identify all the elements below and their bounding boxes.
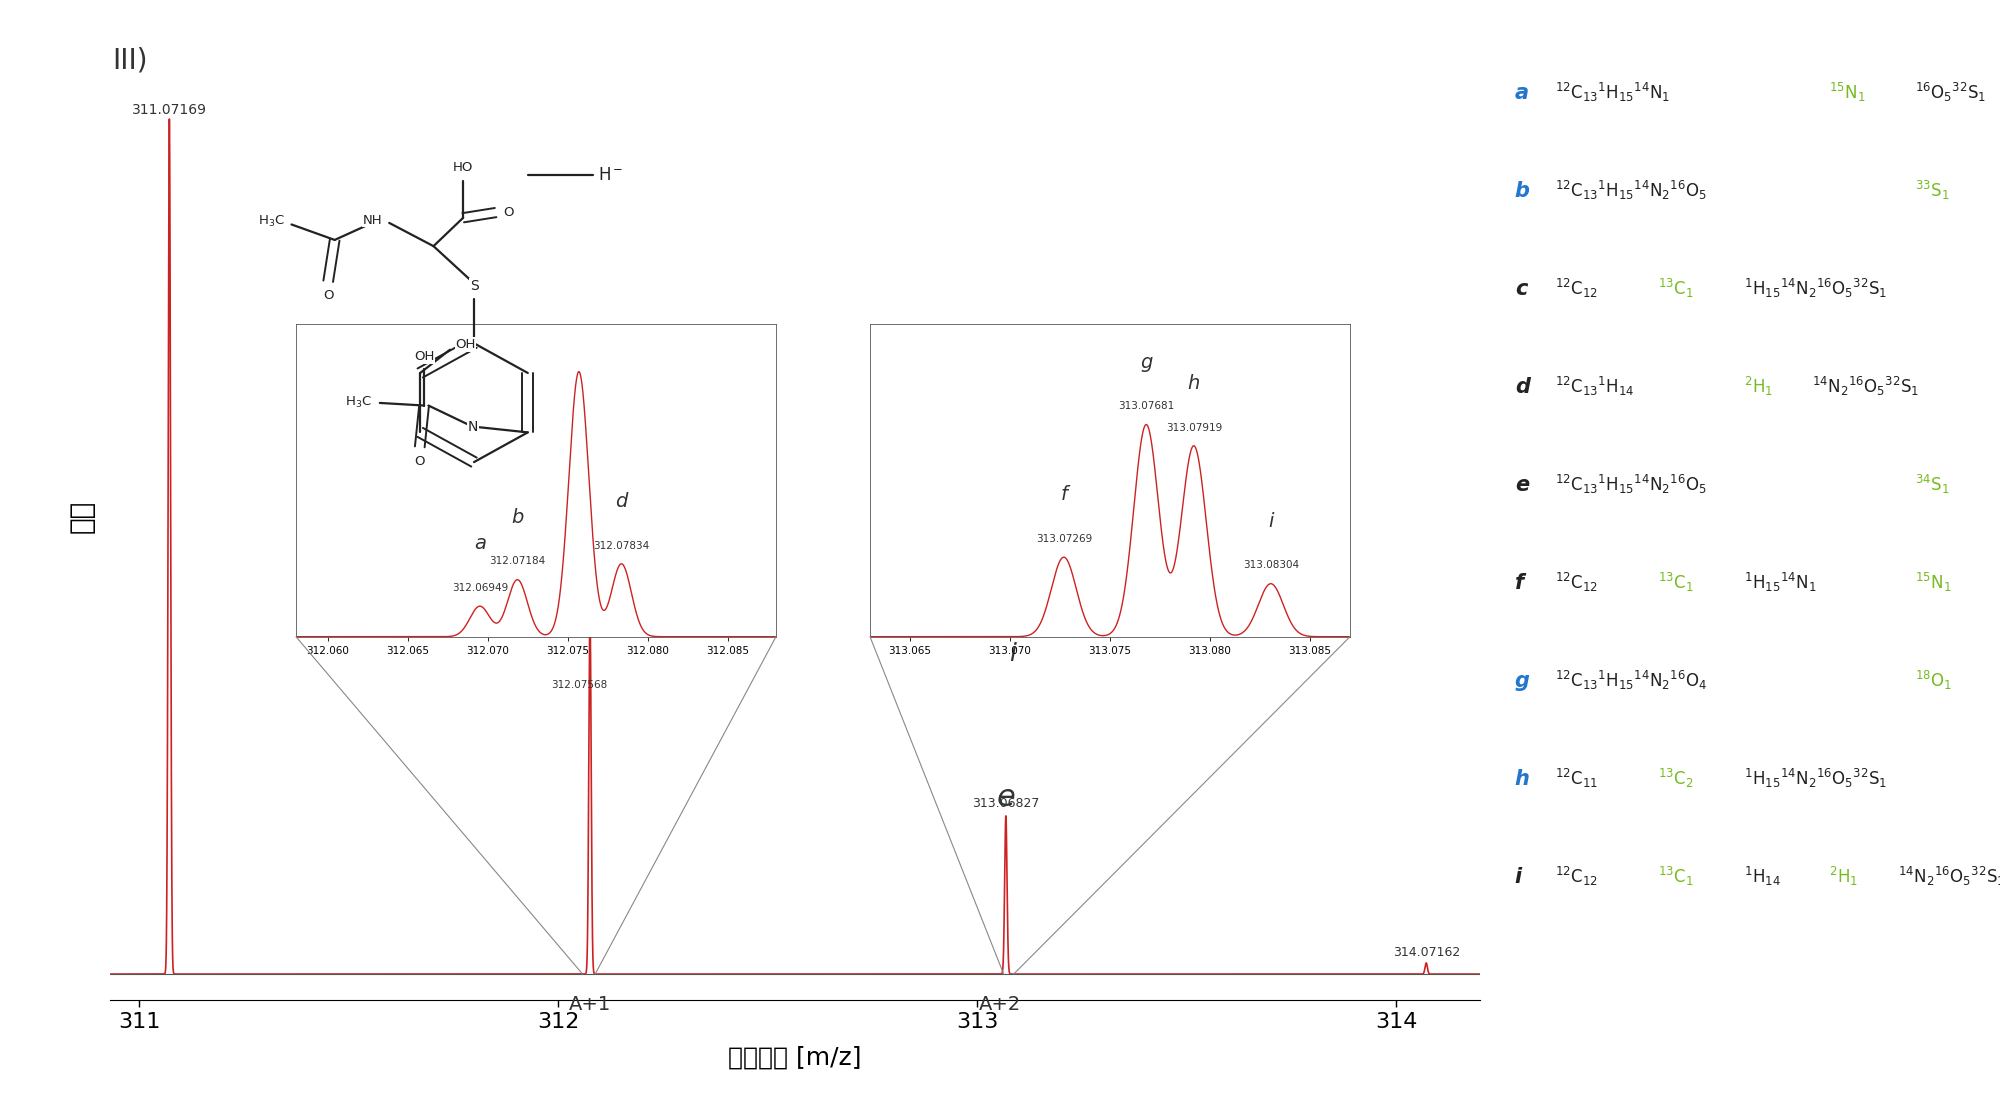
Text: O: O	[504, 206, 514, 219]
Text: 312.07568: 312.07568	[550, 680, 608, 690]
Text: f: f	[1060, 485, 1068, 504]
Text: g: g	[994, 488, 1010, 513]
Text: 312.07834: 312.07834	[594, 541, 650, 551]
Y-axis label: 強度: 強度	[68, 500, 96, 533]
Text: $^{2}$H$_{1}$: $^{2}$H$_{1}$	[1830, 866, 1858, 888]
Text: i: i	[1514, 867, 1522, 887]
Text: III): III)	[112, 46, 148, 75]
Text: A+1: A+1	[568, 995, 612, 1014]
Text: OH: OH	[414, 350, 434, 363]
Text: $^{13}$C$_{1}$: $^{13}$C$_{1}$	[1658, 277, 1694, 300]
Text: 311.07169: 311.07169	[132, 103, 206, 117]
Text: $^{15}$N$_{1}$: $^{15}$N$_{1}$	[1830, 82, 1866, 104]
Text: g: g	[1140, 353, 1152, 372]
Text: i: i	[1008, 642, 1016, 666]
Text: $^{2}$H$_{1}$: $^{2}$H$_{1}$	[1744, 375, 1772, 399]
Text: $^{13}$C$_{2}$: $^{13}$C$_{2}$	[1658, 767, 1694, 791]
Text: 313.07269: 313.07269	[1036, 534, 1092, 544]
Text: g: g	[1514, 671, 1530, 690]
Text: $^{33}$S$_{1}$: $^{33}$S$_{1}$	[1916, 179, 1950, 202]
Text: a: a	[1514, 83, 1528, 103]
Text: $^{14}$N$_{2}$$^{16}$O$_{5}$$^{32}$S$_{1}$: $^{14}$N$_{2}$$^{16}$O$_{5}$$^{32}$S$_{1…	[1812, 375, 1920, 399]
Text: 314.07162: 314.07162	[1392, 946, 1460, 958]
Text: d: d	[616, 491, 628, 510]
Text: 312.06949: 312.06949	[452, 583, 508, 593]
Text: $^{14}$N$_{2}$$^{16}$O$_{5}$$^{32}$S$_{1}$: $^{14}$N$_{2}$$^{16}$O$_{5}$$^{32}$S$_{1…	[1898, 866, 2000, 888]
Text: $^{18}$O$_{1}$: $^{18}$O$_{1}$	[1916, 669, 1952, 693]
Text: HO: HO	[454, 161, 474, 174]
Text: H$_3$C: H$_3$C	[344, 395, 372, 410]
Text: $^{16}$O$_{5}$$^{32}$S$_{1}$: $^{16}$O$_{5}$$^{32}$S$_{1}$	[1916, 82, 1986, 104]
Text: $^{1}$H$_{15}$$^{14}$N$_{2}$$^{16}$O$_{5}$$^{32}$S$_{1}$: $^{1}$H$_{15}$$^{14}$N$_{2}$$^{16}$O$_{5…	[1744, 277, 1888, 300]
Text: $^{12}$C$_{12}$: $^{12}$C$_{12}$	[1556, 277, 1598, 300]
Text: h: h	[1188, 374, 1200, 393]
Text: $^{1}$H$_{15}$$^{14}$N$_{2}$$^{16}$O$_{5}$$^{32}$S$_{1}$: $^{1}$H$_{15}$$^{14}$N$_{2}$$^{16}$O$_{5…	[1744, 767, 1888, 791]
X-axis label: 実測質量 [m/z]: 実測質量 [m/z]	[728, 1046, 862, 1069]
Text: d: d	[1514, 376, 1530, 397]
Text: OH: OH	[456, 338, 476, 351]
Text: $^{13}$C$_{1}$: $^{13}$C$_{1}$	[1658, 571, 1694, 594]
Text: e: e	[996, 783, 1016, 812]
Text: $^{13}$C$_{1}$: $^{13}$C$_{1}$	[1658, 866, 1694, 888]
Text: h: h	[1012, 488, 1028, 513]
Text: b: b	[1514, 181, 1530, 201]
Text: c: c	[582, 582, 598, 611]
Text: h: h	[1514, 768, 1530, 789]
Text: $^{12}$C$_{13}$$^{1}$H$_{15}$$^{14}$N$_{2}$$^{16}$O$_{5}$: $^{12}$C$_{13}$$^{1}$H$_{15}$$^{14}$N$_{…	[1556, 474, 1706, 496]
Text: $^{12}$C$_{13}$$^{1}$H$_{15}$$^{14}$N$_{2}$$^{16}$O$_{5}$: $^{12}$C$_{13}$$^{1}$H$_{15}$$^{14}$N$_{…	[1556, 179, 1706, 202]
Text: $^{12}$C$_{12}$: $^{12}$C$_{12}$	[1556, 866, 1598, 888]
Text: 313.06827: 313.06827	[972, 796, 1040, 810]
Text: S: S	[470, 278, 478, 293]
Text: O: O	[322, 289, 334, 302]
Text: 312.07184: 312.07184	[490, 556, 546, 566]
Text: $^{34}$S$_{1}$: $^{34}$S$_{1}$	[1916, 474, 1950, 496]
Text: a: a	[474, 534, 486, 553]
Text: $^{12}$C$_{13}$$^{1}$H$_{14}$: $^{12}$C$_{13}$$^{1}$H$_{14}$	[1556, 375, 1634, 399]
Text: N: N	[468, 420, 478, 435]
Text: c: c	[1514, 279, 1528, 298]
Text: f: f	[1514, 573, 1524, 593]
Text: 313.08304: 313.08304	[1242, 561, 1298, 571]
Text: $^{1}$H$_{14}$: $^{1}$H$_{14}$	[1744, 866, 1780, 888]
Text: b: b	[512, 508, 524, 527]
Text: $^{12}$C$_{11}$: $^{12}$C$_{11}$	[1556, 767, 1598, 791]
Text: NH: NH	[362, 213, 382, 227]
Text: $^{12}$C$_{13}$$^{1}$H$_{15}$$^{14}$N$_{2}$$^{16}$O$_{4}$: $^{12}$C$_{13}$$^{1}$H$_{15}$$^{14}$N$_{…	[1556, 669, 1708, 693]
Text: e: e	[1514, 475, 1528, 495]
Text: A+2: A+2	[980, 995, 1022, 1014]
Text: H$^-$: H$^-$	[578, 421, 606, 440]
Text: 313.07681: 313.07681	[1118, 401, 1174, 411]
Text: f: f	[1002, 608, 1010, 632]
Text: H$_3$C: H$_3$C	[258, 214, 286, 229]
Text: O: O	[414, 455, 426, 468]
Text: 313.07919: 313.07919	[1166, 422, 1222, 432]
Text: $^{15}$N$_{1}$: $^{15}$N$_{1}$	[1916, 571, 1952, 594]
Text: H$^-$: H$^-$	[598, 166, 624, 184]
Text: $^{12}$C$_{12}$: $^{12}$C$_{12}$	[1556, 571, 1598, 594]
Text: $^{1}$H$_{15}$$^{14}$N$_{1}$: $^{1}$H$_{15}$$^{14}$N$_{1}$	[1744, 571, 1816, 594]
Text: $^{12}$C$_{13}$$^{1}$H$_{15}$$^{14}$N$_{1}$: $^{12}$C$_{13}$$^{1}$H$_{15}$$^{14}$N$_{…	[1556, 82, 1670, 104]
Text: i: i	[1268, 512, 1274, 531]
